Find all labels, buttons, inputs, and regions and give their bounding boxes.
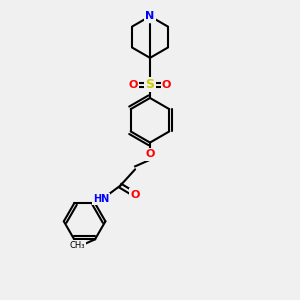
- Text: O: O: [145, 149, 155, 160]
- Text: CH₃: CH₃: [69, 241, 85, 250]
- Text: O: O: [162, 80, 171, 90]
- Text: O: O: [130, 190, 140, 200]
- Text: S: S: [146, 78, 154, 91]
- Text: N: N: [146, 11, 154, 21]
- Text: HN: HN: [93, 194, 109, 204]
- Text: O: O: [129, 80, 138, 90]
